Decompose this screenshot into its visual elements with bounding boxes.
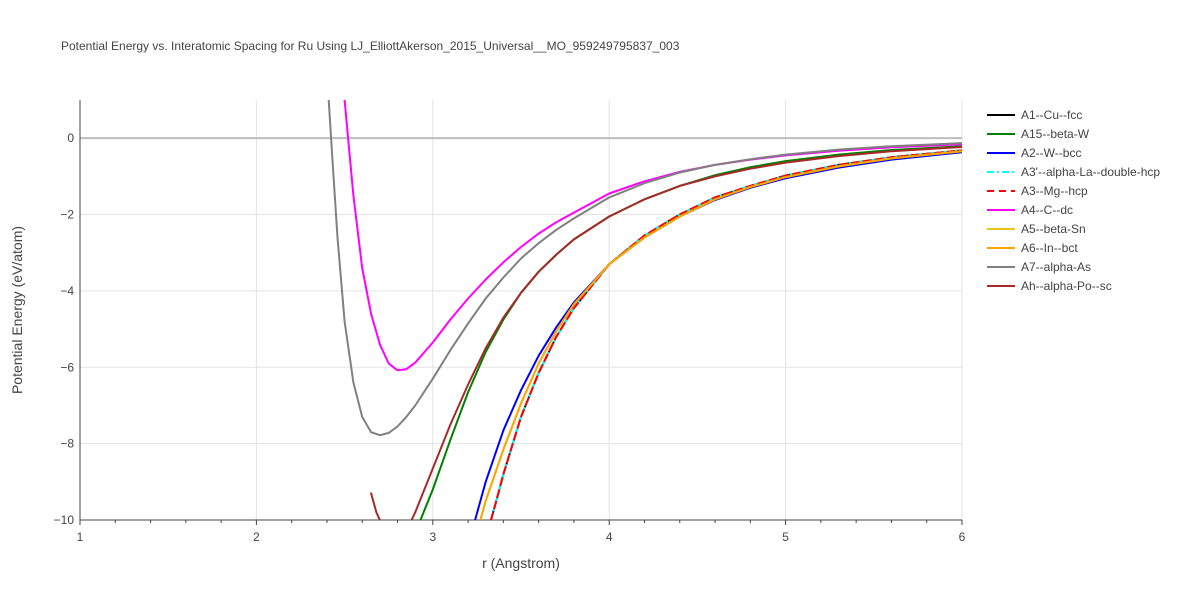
legend-label: A7--alpha-As <box>1021 260 1091 274</box>
series-line-6 <box>479 150 962 520</box>
series-line-0 <box>490 149 962 520</box>
y-tick-label: −10 <box>54 513 75 527</box>
x-tick-label: 6 <box>959 530 966 544</box>
y-tick-label: 0 <box>67 131 74 145</box>
legend-item[interactable]: A2--W--bcc <box>987 146 1081 160</box>
legend-label: A4--C--dc <box>1021 203 1073 217</box>
series-line-3 <box>490 149 962 520</box>
plot-area <box>79 100 963 525</box>
series-line-2 <box>474 151 962 520</box>
x-tick-label: 1 <box>77 530 84 544</box>
x-tick-label: 4 <box>606 530 613 544</box>
legend-item[interactable]: A3'--alpha-La--double-hcp <box>987 165 1160 179</box>
y-tick-label: −4 <box>60 284 74 298</box>
series-line-7 <box>479 150 962 520</box>
legend-item[interactable]: Ah--alpha-Po--sc <box>987 279 1112 293</box>
y-tick-label: −2 <box>60 208 74 222</box>
legend-label: Ah--alpha-Po--sc <box>1021 279 1112 293</box>
series-line-8 <box>327 100 962 437</box>
legend: A1--Cu--fcc A15--beta-W A2--W--bcc A3'--alp… <box>987 108 1160 293</box>
legend-item[interactable]: A1--Cu--fcc <box>987 108 1082 122</box>
x-tick-label: 2 <box>253 530 260 544</box>
y-axis: 0 −2 −4 −6 −8 −10 <box>54 131 75 527</box>
legend-item[interactable]: A6--In--bct <box>987 241 1078 255</box>
legend-item[interactable]: A7--alpha-As <box>987 260 1091 274</box>
legend-item[interactable]: A4--C--dc <box>987 203 1073 217</box>
legend-label: A6--In--bct <box>1021 241 1078 255</box>
legend-item[interactable]: A3--Mg--hcp <box>987 184 1088 198</box>
y-tick-label: −8 <box>60 437 74 451</box>
legend-label: A5--beta-Sn <box>1021 222 1086 236</box>
series-line-9 <box>370 146 962 520</box>
legend-label: A1--Cu--fcc <box>1021 108 1082 122</box>
legend-item[interactable]: A15--beta-W <box>987 127 1090 141</box>
chart-title: Potential Energy vs. Interatomic Spacing… <box>61 39 680 53</box>
x-axis-label: r (Angstrom) <box>482 555 560 571</box>
series-line-5 <box>343 100 962 372</box>
legend-label: A3--Mg--hcp <box>1021 184 1088 198</box>
series-line-4 <box>490 149 962 520</box>
legend-label: A3'--alpha-La--double-hcp <box>1021 165 1160 179</box>
x-tick-label: 3 <box>429 530 436 544</box>
legend-item[interactable]: A5--beta-Sn <box>987 222 1086 236</box>
series-line-1 <box>419 145 962 520</box>
y-tick-label: −6 <box>60 360 74 374</box>
y-axis-label: Potential Energy (eV/atom) <box>9 226 25 394</box>
legend-label: A2--W--bcc <box>1021 146 1081 160</box>
x-tick-label: 5 <box>782 530 789 544</box>
legend-label: A15--beta-W <box>1021 127 1090 141</box>
x-axis: 1 2 3 4 5 6 <box>77 530 966 544</box>
